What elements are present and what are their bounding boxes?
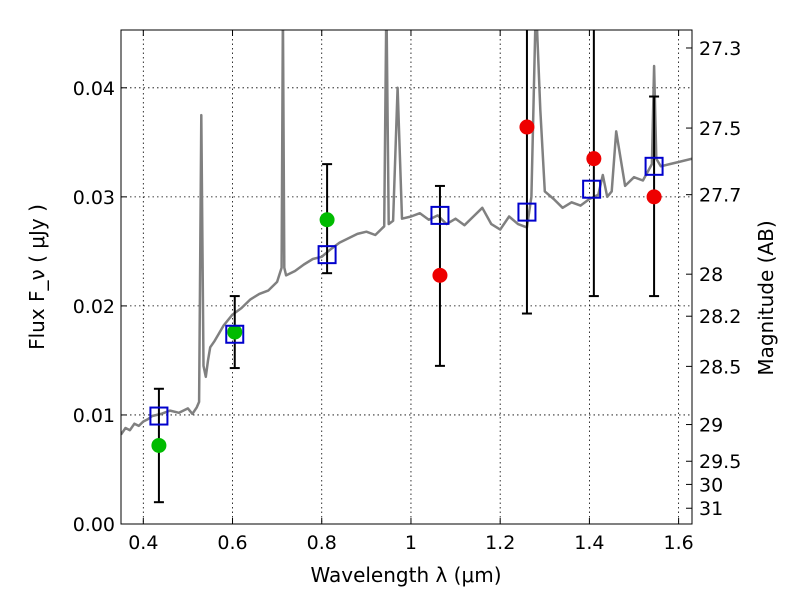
- red-point: [646, 189, 662, 205]
- y2-axis-title: Magnitude (AB): [754, 220, 778, 375]
- green-point: [151, 437, 167, 453]
- y-tick-label: 0.04: [73, 78, 115, 100]
- x-tick-label: 0.4: [128, 532, 158, 554]
- green-point: [319, 212, 335, 228]
- y2-tick-label: 29: [699, 415, 723, 437]
- model-square-point: [644, 156, 664, 176]
- x-tick-label: 1.4: [574, 532, 604, 554]
- x-tick-label: 1.6: [664, 532, 694, 554]
- x-tick-label: 0.6: [217, 532, 247, 554]
- ticks: [121, 30, 692, 525]
- spectrum-line: [121, 30, 692, 436]
- y2-tick-label: 28.2: [699, 306, 741, 328]
- plot-area: [121, 30, 692, 504]
- red-point: [432, 267, 448, 283]
- y-axis-title: Flux F_ν ( μJy ): [25, 204, 49, 350]
- y2-tick-label: 28: [699, 264, 723, 286]
- model-square-point: [582, 179, 602, 199]
- x-tick-label: 0.8: [307, 532, 337, 554]
- y2-tick-label: 30: [699, 474, 723, 496]
- y2-tick-label: 31: [699, 498, 723, 520]
- y-tick-label: 0.00: [73, 514, 115, 536]
- y2-tick-label: 27.5: [699, 118, 741, 140]
- y2-tick-label: 27.3: [699, 38, 741, 60]
- y-tick-label: 0.03: [73, 187, 115, 209]
- x-tick-label: 1: [405, 532, 417, 554]
- model-square-point: [517, 202, 537, 222]
- grid: [121, 30, 692, 525]
- green-point: [227, 324, 243, 340]
- model-square-point: [430, 205, 450, 225]
- x-tick-label: 1.2: [485, 532, 515, 554]
- y2-tick-label: 27.7: [699, 185, 741, 207]
- y-tick-label: 0.02: [73, 296, 115, 318]
- red-point: [519, 119, 535, 135]
- model-square-point: [149, 406, 169, 426]
- y2-tick-label: 29.5: [699, 451, 741, 473]
- plot-frame: [120, 29, 693, 525]
- red-point: [586, 151, 602, 167]
- tick-labels: 0.4 0.6 0.8 1 1.2 1.4 1.6 0.00 0.01 0.02 0.03 0.04 2…: [73, 38, 742, 554]
- y2-tick-label: 28.5: [699, 356, 741, 378]
- model-square-point: [317, 245, 337, 265]
- x-axis-title: Wavelength λ (μm): [310, 563, 501, 587]
- y-tick-label: 0.01: [73, 405, 115, 427]
- model-square-point: [225, 324, 245, 344]
